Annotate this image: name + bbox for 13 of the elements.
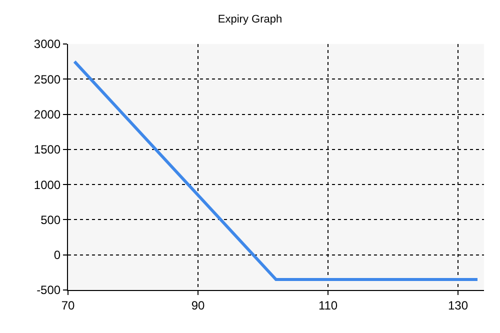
y-tick-label: 2000 (34, 107, 61, 122)
y-tick-label: -500 (36, 283, 61, 298)
y-tick-label: 0 (54, 248, 61, 262)
chart-title: Expiry Graph (218, 14, 282, 26)
y-tick-label: 1000 (34, 178, 61, 192)
y-tick-label: 1500 (34, 142, 61, 157)
x-tick-label: 130 (448, 298, 468, 312)
x-tick-label: 110 (318, 298, 338, 312)
y-tick-label: 500 (40, 212, 61, 227)
x-tick-label: 90 (191, 298, 205, 312)
y-tick-label: 2500 (34, 72, 61, 86)
y-tick-label: 3000 (34, 37, 61, 52)
x-tick-label: 70 (61, 298, 75, 312)
